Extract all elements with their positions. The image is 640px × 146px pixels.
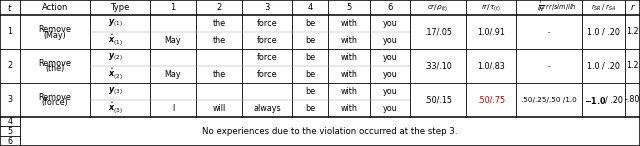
Text: 1.2: 1.2 [626, 27, 639, 36]
Text: be: be [305, 19, 315, 28]
Text: 1.0 / .20: 1.0 / .20 [587, 27, 620, 36]
Text: force: force [257, 53, 277, 62]
Text: Remove: Remove [38, 25, 72, 33]
Text: force: force [257, 36, 277, 45]
Text: be: be [305, 104, 315, 113]
Text: force: force [257, 70, 277, 79]
Text: 4: 4 [8, 118, 13, 126]
Text: $\frac{T}{N}$: $\frac{T}{N}$ [538, 0, 544, 14]
Text: $/crrr/sim/llh$: $/crrr/sim/llh$ [537, 2, 577, 13]
Text: .50/.15: .50/.15 [424, 95, 452, 105]
Text: with: with [340, 53, 357, 62]
Text: Action: Action [42, 3, 68, 12]
Text: (the): (the) [45, 65, 65, 73]
Text: (May): (May) [44, 31, 67, 40]
Text: 2: 2 [216, 3, 221, 12]
Text: .17/.05: .17/.05 [424, 27, 452, 36]
Text: be: be [305, 36, 315, 45]
Text: 3: 3 [264, 3, 269, 12]
Text: May: May [164, 70, 181, 79]
Text: you: you [383, 70, 397, 79]
Text: 5: 5 [8, 127, 13, 136]
Text: Remove: Remove [38, 59, 72, 67]
Text: 2: 2 [8, 61, 13, 71]
Text: force: force [257, 19, 277, 28]
Text: be: be [305, 70, 315, 79]
Text: $r_{SR}\,/\,r_{SA}$: $r_{SR}\,/\,r_{SA}$ [591, 2, 616, 13]
Text: with: with [340, 19, 357, 28]
Text: May: May [164, 36, 181, 45]
Text: 1.2: 1.2 [626, 61, 639, 71]
Text: $t$: $t$ [7, 2, 13, 13]
Text: 1: 1 [170, 3, 175, 12]
Text: -.80: -.80 [625, 95, 640, 105]
Text: $r$: $r$ [630, 2, 636, 13]
Text: Type: Type [110, 3, 130, 12]
Text: / .20: / .20 [605, 95, 623, 105]
Text: $rr/\tau_{(t)}$: $rr/\tau_{(t)}$ [481, 2, 501, 13]
Text: 5: 5 [346, 3, 351, 12]
Text: with: with [340, 36, 357, 45]
Text: Remove: Remove [38, 93, 72, 101]
Text: 1.0/.83: 1.0/.83 [477, 61, 505, 71]
Text: with: with [340, 87, 357, 96]
Text: be: be [305, 87, 315, 96]
Text: you: you [383, 19, 397, 28]
Text: (force): (force) [42, 99, 68, 107]
Text: $\hat{\boldsymbol{x}}_{(3)}$: $\hat{\boldsymbol{x}}_{(3)}$ [108, 101, 122, 116]
Text: the: the [212, 19, 225, 28]
Text: -: - [548, 29, 550, 35]
Text: 1.0 / .20: 1.0 / .20 [587, 61, 620, 71]
Text: .50/.75: .50/.75 [477, 95, 505, 105]
Text: $\mathbf{-1.0}$: $\mathbf{-1.0}$ [584, 94, 607, 106]
Text: $\hat{\boldsymbol{x}}_{(1)}$: $\hat{\boldsymbol{x}}_{(1)}$ [108, 33, 122, 48]
Text: 1: 1 [8, 27, 13, 36]
Text: $cr/\rho_{(t)}$: $cr/\rho_{(t)}$ [428, 2, 449, 13]
Text: be: be [305, 53, 315, 62]
Text: you: you [383, 87, 397, 96]
Text: with: with [340, 70, 357, 79]
Text: .33/.10: .33/.10 [424, 61, 452, 71]
Text: 1.0/.91: 1.0/.91 [477, 27, 505, 36]
Text: you: you [383, 53, 397, 62]
Text: 3: 3 [8, 95, 13, 105]
Text: 6: 6 [8, 137, 13, 146]
Text: No experiences due to the violation occurred at the step 3.: No experiences due to the violation occu… [202, 127, 458, 136]
Text: will: will [212, 104, 226, 113]
Text: the: the [212, 36, 225, 45]
Text: the: the [212, 70, 225, 79]
Text: -: - [548, 63, 550, 69]
Text: I: I [172, 104, 174, 113]
Text: always: always [253, 104, 281, 113]
Text: you: you [383, 36, 397, 45]
Text: $\boldsymbol{y}_{(1)}$: $\boldsymbol{y}_{(1)}$ [108, 18, 122, 29]
Text: you: you [383, 104, 397, 113]
Text: $\boldsymbol{y}_{(3)}$: $\boldsymbol{y}_{(3)}$ [108, 86, 122, 97]
Text: $\hat{\boldsymbol{x}}_{(2)}$: $\hat{\boldsymbol{x}}_{(2)}$ [108, 67, 122, 82]
Text: with: with [340, 104, 357, 113]
Text: 4: 4 [307, 3, 312, 12]
Text: .50/.25/.50 /1.0: .50/.25/.50 /1.0 [521, 97, 577, 103]
Text: 6: 6 [387, 3, 393, 12]
Text: $\boldsymbol{y}_{(2)}$: $\boldsymbol{y}_{(2)}$ [108, 52, 122, 63]
